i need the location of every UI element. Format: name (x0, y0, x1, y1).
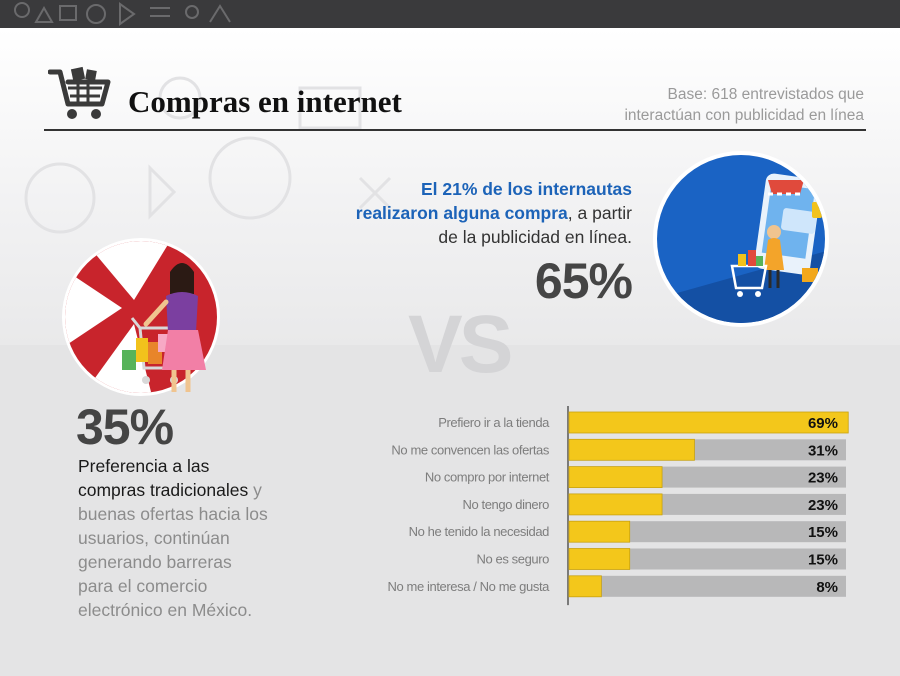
value-label: 8% (816, 579, 838, 596)
category-label: Prefiero ir a la tienda (438, 415, 550, 430)
store-line-2-rest: y (248, 480, 262, 500)
category-label: No es seguro (476, 552, 549, 567)
online-line-2-rest: , a partir (567, 203, 632, 223)
store-line-5: generando barreras (78, 552, 232, 572)
title-divider (44, 129, 866, 131)
base-note-line: interactúan con publicidad en línea (624, 107, 864, 124)
page-title: Compras en internet (128, 84, 402, 119)
bar-track (569, 575, 846, 597)
category-label: No me interesa / No me gusta (388, 579, 551, 594)
category-label: No me convencen las ofertas (391, 442, 549, 457)
store-line-4: usuarios, continúan (78, 528, 230, 548)
decorative-pattern-icon (14, 2, 231, 26)
base-note-line: Base: 618 entrevistados que (667, 86, 864, 103)
value-label: 23% (808, 470, 838, 487)
category-label: No he tenido la necesidad (409, 524, 550, 539)
value-label: 69% (808, 415, 838, 432)
bar (568, 438, 695, 461)
store-line-6: para el comercio (78, 576, 208, 596)
online-line-3: de la publicidad en línea. (438, 227, 632, 247)
bar (568, 548, 631, 570)
online-highlight: realizaron alguna compra (355, 203, 568, 223)
top-banner (0, 0, 900, 28)
store-statement: Preferencia a las compras tradicionales … (78, 454, 318, 622)
store-line-2-dark: compras tradicionales (78, 480, 249, 500)
bar (568, 520, 631, 543)
category-label: No tengo dinero (462, 497, 549, 512)
store-line-3: buenas ofertas hacia los (78, 504, 268, 524)
store-line-2: compras tradicionales y (78, 478, 318, 502)
bar (568, 466, 663, 489)
store-percent: 35% (76, 399, 174, 455)
online-shopping-illustration (653, 151, 829, 327)
online-line-1: El 21% de los internautas (420, 179, 632, 199)
value-label: 31% (808, 442, 838, 459)
category-label: No compro por internet (425, 470, 550, 485)
online-statement: El 21% de los internautas realizaron alg… (302, 177, 632, 249)
faint-background-icons (24, 76, 392, 234)
store-line-7: electrónico en México. (78, 600, 253, 620)
store-line-1: Preferencia a las (78, 456, 210, 476)
woman-with-shopping-cart-illustration (62, 238, 220, 396)
shopping-cart-icon (48, 66, 111, 119)
online-percent: 65% (534, 253, 633, 309)
value-label: 15% (808, 524, 838, 541)
base-note: Base: 618 entrevistados que interactúan … (564, 84, 864, 126)
bar-track (569, 521, 846, 543)
bar (568, 493, 663, 516)
bar (568, 411, 849, 434)
bar (568, 575, 602, 598)
value-label: 23% (808, 497, 838, 514)
versus-label: VS (408, 299, 513, 390)
bar-track (569, 548, 846, 570)
value-label: 15% (808, 552, 838, 569)
online-line-2: realizaron alguna compra, a partir (302, 201, 632, 225)
